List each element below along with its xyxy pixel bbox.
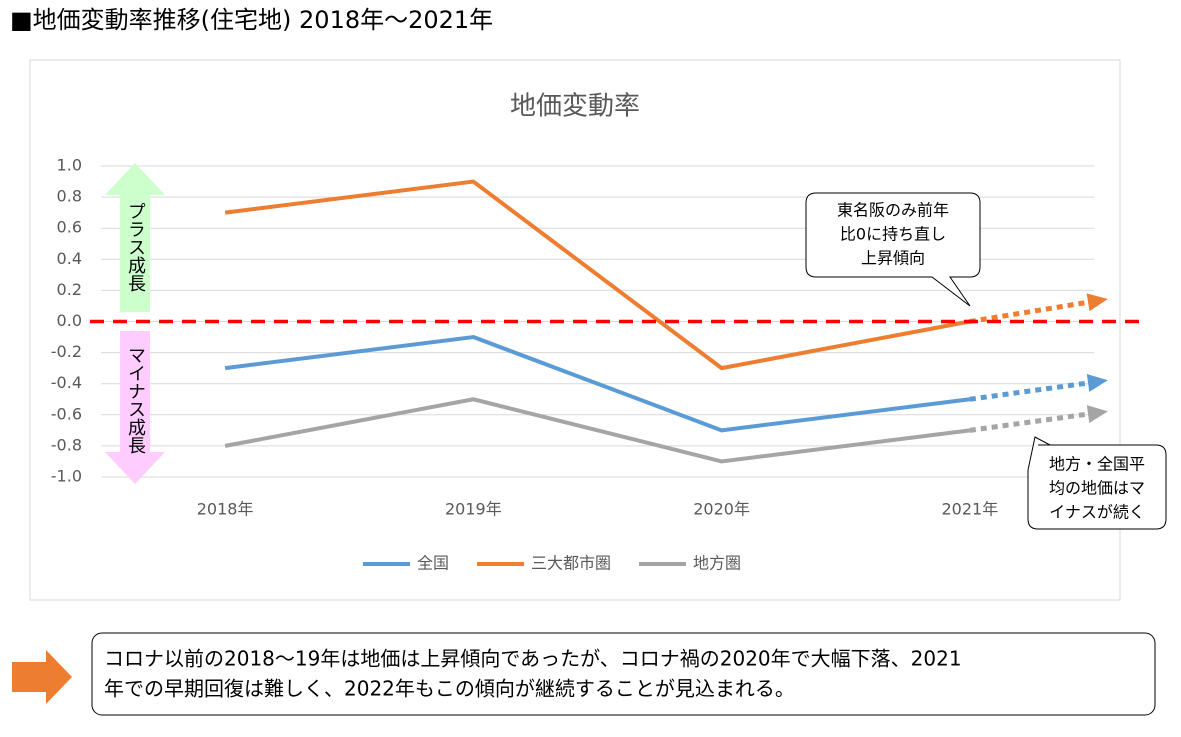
x-tick-label: 2018年: [197, 500, 254, 519]
y-tick-label: 1.0: [57, 156, 82, 175]
series-line: [224, 397, 971, 464]
y-tick-label: -0.2: [51, 342, 82, 361]
y-tick-label: 0.6: [57, 218, 82, 237]
summary-box: [91, 632, 1156, 716]
callout: [1027, 436, 1167, 530]
projection-line: [969, 380, 1087, 402]
chart-title: 地価変動率: [510, 92, 640, 122]
page-title: ■地価変動率推移(住宅地) 2018年～2021年: [10, 6, 493, 34]
y-tick-label: 0.2: [57, 280, 82, 299]
projection-arrowhead: [1086, 293, 1108, 312]
y-tick-label: 0.8: [57, 187, 82, 206]
callout-line: 比0に持ち直し: [840, 225, 946, 244]
plus-arrow: [105, 163, 165, 312]
projection-arrowhead: [1086, 405, 1108, 423]
minus-arrow: [105, 331, 165, 484]
summary-line: 年での早期回復は難しく、2022年もこの傾向が継続することが見込まれる。: [104, 677, 795, 701]
y-tick-label: 0.4: [57, 249, 82, 268]
y-tick-label: -0.8: [51, 435, 82, 454]
projection-line: [969, 300, 1087, 324]
minus-label: マイナス成長: [125, 346, 146, 454]
legend-label: 全国: [417, 554, 449, 573]
summary-line: コロナ以前の2018～19年は地価は上昇傾向であったが、コロナ禍の2020年で大…: [104, 647, 962, 671]
callout-line: 東名阪のみ前年: [837, 201, 949, 220]
y-tick-label: 0.0: [57, 311, 82, 330]
summary-arrow: [12, 650, 72, 704]
projection-line: [969, 411, 1087, 433]
callout-line: 均の地価はマ: [1049, 479, 1145, 498]
callout: [805, 192, 981, 307]
projection-arrowhead: [1086, 374, 1108, 392]
callout-line: 地方・全国平: [1049, 455, 1145, 474]
x-tick-label: 2021年: [942, 500, 999, 519]
series-line: [224, 179, 971, 371]
series-line: [224, 335, 971, 433]
legend-label: 三大都市圏: [531, 554, 611, 573]
callout-line: イナスが続く: [1049, 503, 1145, 522]
summary-text: コロナ以前の2018～19年は地価は上昇傾向であったが、コロナ禍の2020年で大…: [104, 647, 962, 701]
plus-label: プラス成長: [125, 202, 146, 292]
x-tick-label: 2019年: [445, 500, 502, 519]
chart-frame: [29, 59, 1121, 601]
y-tick-label: -1.0: [51, 467, 82, 486]
y-tick-label: -0.4: [51, 373, 82, 392]
x-tick-label: 2020年: [693, 500, 750, 519]
callout-line: 上昇傾向: [861, 249, 925, 268]
y-tick-label: -0.6: [51, 404, 82, 423]
legend-label: 地方圏: [693, 554, 741, 573]
